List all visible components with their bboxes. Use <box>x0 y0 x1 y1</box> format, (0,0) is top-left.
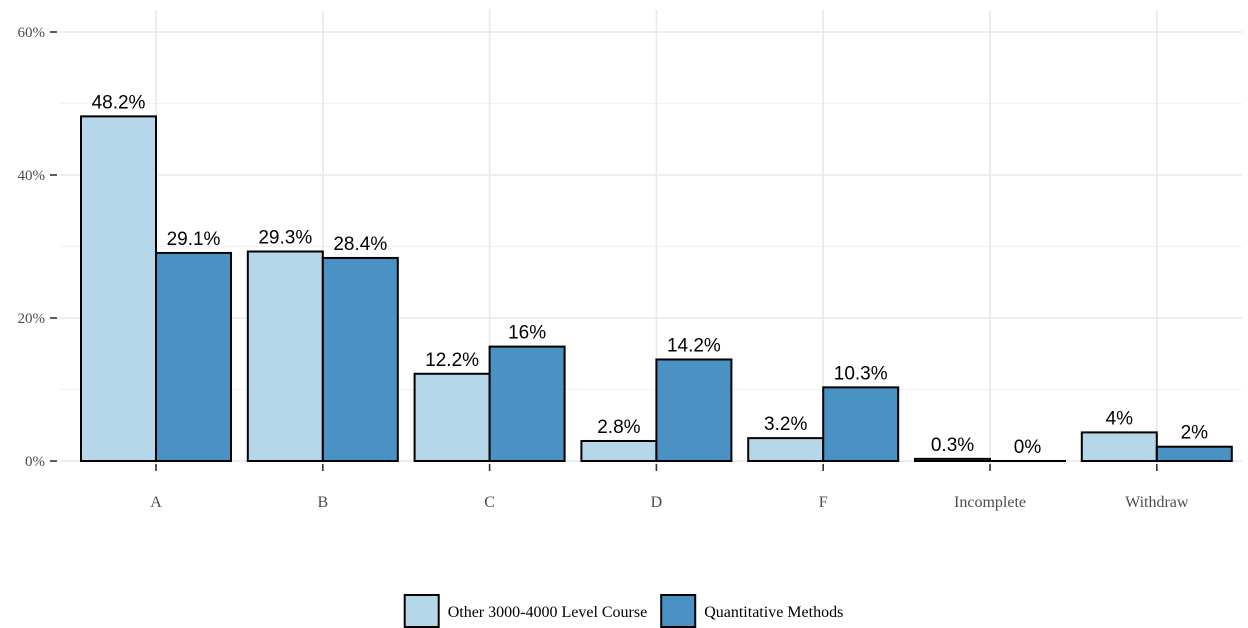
data-label: 48.2% <box>92 92 146 113</box>
bar <box>580 439 658 463</box>
gridlines <box>60 10 1242 470</box>
bar <box>155 251 232 462</box>
bar <box>1080 431 1158 462</box>
data-label: 16% <box>508 323 546 344</box>
y-tick-label: 0% <box>25 454 45 470</box>
bar <box>822 386 900 463</box>
bars <box>80 115 1233 463</box>
data-label: 0.3% <box>931 435 974 456</box>
legend-label: Other 3000-4000 Level Course <box>448 604 648 621</box>
y-axis: 0% 20% 40% 60% <box>18 25 57 470</box>
x-tick-label: Withdraw <box>1125 494 1189 511</box>
bar <box>321 256 399 462</box>
bar <box>413 372 491 462</box>
data-label: 2.8% <box>597 417 640 438</box>
x-axis: A B C D F Incomplete Withdraw <box>150 464 1189 511</box>
bar <box>246 250 324 462</box>
data-label: 29.3% <box>258 228 312 249</box>
x-tick-label: B <box>317 494 328 511</box>
x-tick-label: D <box>651 494 663 511</box>
bar <box>914 457 991 463</box>
data-label: 14.2% <box>667 335 721 356</box>
data-label: 12.2% <box>425 350 479 371</box>
data-labels: 48.2% 29.1% 29.3% 28.4% 12.2% 16% 2.8% 14.2% 3.2… <box>92 92 1209 458</box>
data-label: 2% <box>1181 423 1209 444</box>
data-label: 4% <box>1106 408 1134 429</box>
data-label: 3.2% <box>764 414 807 435</box>
bar <box>80 115 157 463</box>
x-tick-label: F <box>819 494 828 511</box>
x-tick-label: A <box>150 494 162 511</box>
data-label: 29.1% <box>167 229 221 250</box>
bar <box>747 437 825 462</box>
data-label: 10.3% <box>834 363 888 384</box>
legend-label: Quantitative Methods <box>704 604 843 621</box>
bar <box>1155 445 1233 463</box>
x-tick-label: Incomplete <box>954 494 1026 511</box>
legend-key <box>660 594 697 628</box>
y-tick-label: 40% <box>18 168 46 184</box>
legend: Other 3000-4000 Level Course Quantitative… <box>403 594 843 628</box>
bar <box>488 345 566 463</box>
x-tick-label: C <box>484 494 495 511</box>
y-tick-label: 20% <box>18 311 46 327</box>
data-label: 28.4% <box>333 234 387 255</box>
data-label: 0% <box>1014 437 1042 458</box>
bar <box>655 358 733 462</box>
y-tick-label: 60% <box>18 25 46 41</box>
legend-key <box>403 594 440 628</box>
